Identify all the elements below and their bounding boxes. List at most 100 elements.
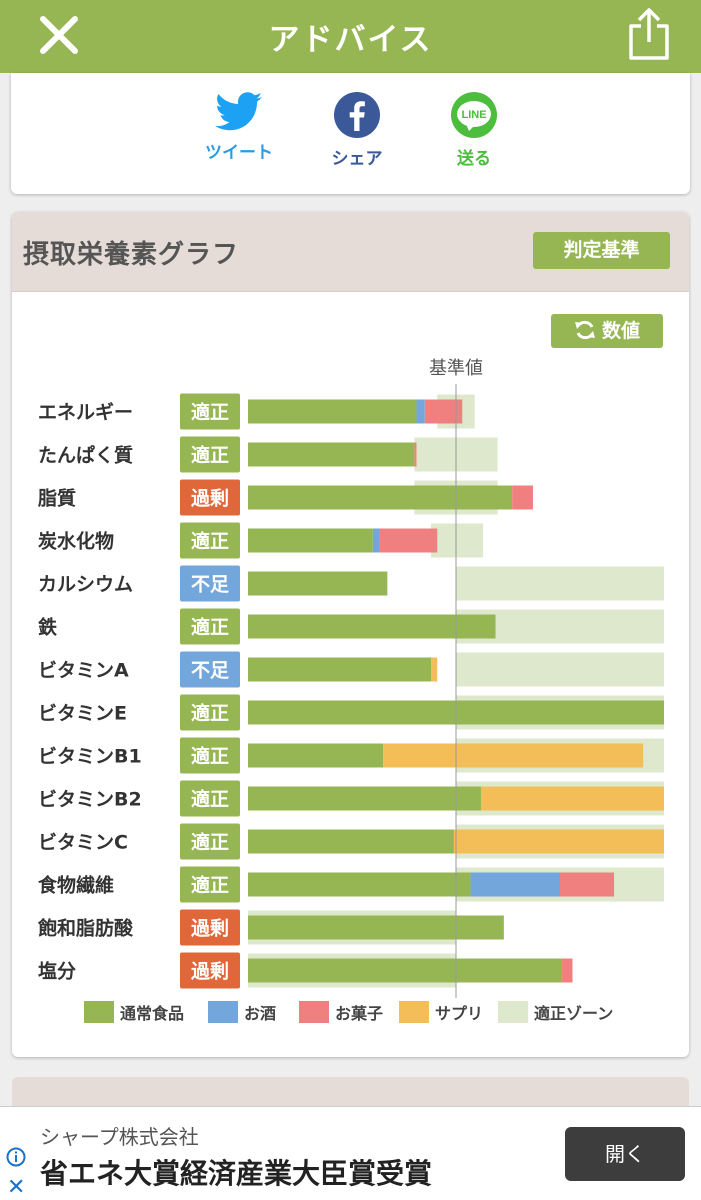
bar-segment	[512, 485, 533, 510]
appropriate-zone	[431, 523, 484, 558]
nutrient-label: 炭水化物	[38, 530, 114, 553]
nutrient-label: 飽和脂肪酸	[37, 917, 134, 940]
ad-headline: 省エネ大賞経済産業大臣賞受賞	[40, 1157, 433, 1190]
nutrient-label: ビタミンB1	[38, 746, 142, 768]
info-icon[interactable]	[6, 1147, 26, 1167]
ad-close-icon[interactable]: ✕	[7, 1175, 26, 1200]
ad-company: シャープ株式会社	[40, 1125, 199, 1149]
status-badge-text: 適正	[191, 616, 229, 639]
nutrient-label: 塩分	[38, 960, 76, 983]
legend-label: お酒	[244, 1004, 276, 1023]
bar-segment	[248, 571, 388, 596]
status-badge	[180, 608, 240, 645]
status-badge	[180, 393, 240, 430]
page-title: アドバイス	[268, 22, 433, 58]
nutrient-label: エネルギー	[38, 402, 133, 424]
status-badge-text: 過剰	[191, 487, 229, 510]
status-badge-text: 適正	[191, 702, 229, 725]
tweet-label: ツイート	[205, 143, 273, 163]
status-badge-text: 過剰	[191, 917, 229, 940]
bar-segment	[248, 872, 471, 897]
status-badge-text: 適正	[191, 444, 229, 467]
legend-label: 通常食品	[120, 1004, 184, 1023]
bar-segment	[248, 442, 415, 467]
status-badge	[180, 952, 240, 989]
facebook-icon	[334, 92, 380, 138]
bar-segment	[248, 614, 496, 639]
line-icon: LINE	[451, 92, 497, 138]
status-badge	[180, 436, 240, 473]
bar-segment	[453, 829, 664, 854]
nutrient-label: 鉄	[38, 616, 57, 639]
status-badge-text: 適正	[191, 831, 229, 854]
share-icon[interactable]	[627, 6, 671, 62]
nutrient-graph-card: 摂取栄養素グラフ 判定基準 数値 エネルギー 適正 たんぱく質 適正 脂質 過剰 炭水化物適…	[12, 212, 689, 1057]
refresh-icon	[574, 320, 595, 340]
status-badge	[180, 522, 240, 559]
tweet-button[interactable]: ツイート	[199, 91, 279, 163]
bar-segment	[248, 958, 563, 983]
values-toggle-button[interactable]: 数値	[551, 314, 663, 348]
nutrient-label: ビタミンE	[38, 703, 127, 725]
bar-segment	[248, 743, 384, 768]
line-send-label: 送る	[457, 149, 491, 169]
app-header: アドバイス	[0, 0, 701, 73]
status-badge	[180, 694, 240, 731]
bar-segment	[248, 485, 513, 510]
nutrient-label: たんぱく質	[38, 444, 133, 467]
status-badge-text: 適正	[191, 788, 229, 811]
status-badge	[180, 479, 240, 516]
bar-segment	[470, 872, 560, 897]
facebook-share-button[interactable]: シェア	[317, 91, 397, 169]
graph-header: 摂取栄養素グラフ 判定基準	[12, 212, 689, 292]
nutrient-label: 脂質	[38, 487, 76, 510]
status-badge-text: 過剰	[191, 960, 229, 983]
status-badge	[180, 737, 240, 774]
status-badge	[180, 866, 240, 903]
appropriate-zone	[456, 652, 664, 687]
bar-segment	[560, 872, 615, 897]
status-badge	[180, 651, 240, 688]
facebook-share-label: シェア	[331, 149, 383, 169]
nutrient-label: ビタミンA	[38, 660, 129, 682]
bar-segment	[416, 399, 425, 424]
status-badge-text: 適正	[191, 745, 229, 768]
bar-segment	[424, 399, 463, 424]
status-badge	[180, 823, 240, 860]
bar-segment	[562, 958, 573, 983]
share-panel: ツイート シェア LINE 送る	[11, 73, 690, 194]
line-icon-text: LINE	[461, 109, 486, 121]
legend-swatch	[208, 1001, 238, 1023]
nutrient-label: 食物繊維	[38, 874, 114, 897]
status-badge	[180, 909, 240, 946]
legend-swatch	[399, 1001, 429, 1023]
close-icon[interactable]	[38, 14, 80, 56]
nutrient-label: ビタミンB2	[38, 789, 142, 811]
line-send-button[interactable]: LINE 送る	[434, 91, 514, 169]
graph-title: 摂取栄養素グラフ	[23, 240, 240, 270]
nutrient-label: ビタミンC	[38, 832, 128, 854]
status-badge-text: 不足	[191, 660, 230, 682]
status-badge-text: 適正	[191, 530, 229, 553]
ad-open-button[interactable]: 開く	[565, 1127, 685, 1181]
bar-segment	[372, 528, 380, 553]
legend-swatch	[498, 1001, 528, 1023]
status-badge-text: 不足	[191, 574, 230, 596]
bar-segment	[480, 786, 664, 811]
twitter-icon	[215, 92, 262, 131]
bar-segment	[379, 528, 438, 553]
bar-segment	[248, 657, 432, 682]
appropriate-zone	[456, 566, 664, 601]
status-badge	[180, 780, 240, 817]
status-badge-text: 適正	[191, 874, 229, 897]
criteria-button[interactable]: 判定基準	[533, 232, 670, 269]
bar-segment	[248, 786, 481, 811]
status-badge-text: 適正	[191, 401, 229, 424]
ad-banner[interactable]: ✕ シャープ株式会社 省エネ大賞経済産業大臣賞受賞 開く	[0, 1106, 701, 1200]
bar-segment	[431, 657, 438, 682]
bar-segment	[248, 399, 417, 424]
reference-label: 基準値	[429, 358, 483, 379]
bar-segment	[248, 915, 504, 940]
legend-swatch	[299, 1001, 329, 1023]
